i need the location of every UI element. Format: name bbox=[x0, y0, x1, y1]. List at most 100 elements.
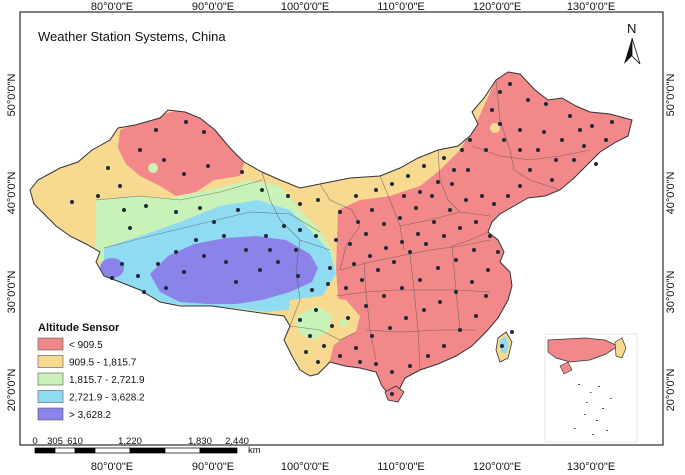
station-dot-icon bbox=[458, 328, 462, 332]
station-dot-icon bbox=[430, 194, 434, 198]
scale-segment bbox=[94, 447, 131, 454]
legend-label: < 909.5 bbox=[69, 340, 103, 351]
legend-label: > 3,628.2 bbox=[69, 410, 111, 421]
china-mainland bbox=[29, 71, 633, 403]
station-dot-icon bbox=[236, 208, 240, 212]
station-dot-icon bbox=[154, 128, 158, 132]
station-dot-icon bbox=[536, 148, 540, 152]
left-lat-label: 50°0'0"N bbox=[6, 74, 18, 117]
station-dot-icon bbox=[128, 226, 132, 230]
station-dot-icon bbox=[450, 182, 454, 186]
station-dot-icon bbox=[314, 308, 318, 312]
highland-spot bbox=[148, 163, 158, 173]
station-dot-icon bbox=[488, 234, 492, 238]
station-dot-icon bbox=[356, 220, 360, 224]
station-dot-icon bbox=[202, 130, 206, 134]
station-dot-icon bbox=[402, 194, 406, 198]
station-dot-icon bbox=[594, 162, 598, 166]
legend-swatch bbox=[37, 407, 64, 421]
station-dot-icon bbox=[314, 234, 318, 238]
legend-swatch bbox=[37, 390, 64, 403]
inset-hainan bbox=[559, 361, 573, 375]
station-dot-icon bbox=[96, 194, 100, 198]
station-dot-icon bbox=[162, 158, 166, 162]
station-dot-icon bbox=[390, 370, 394, 374]
station-dot-icon bbox=[506, 194, 510, 198]
hainan-island bbox=[384, 385, 405, 403]
scale-segment bbox=[34, 447, 56, 454]
station-dot-icon bbox=[118, 184, 122, 188]
station-dot-icon bbox=[480, 194, 484, 198]
station-dot-icon bbox=[338, 210, 342, 214]
station-dot-icon bbox=[458, 226, 462, 230]
station-dot-icon bbox=[518, 184, 522, 188]
station-dot-icon bbox=[550, 178, 554, 182]
station-dot-icon bbox=[442, 156, 446, 160]
station-dot-icon bbox=[364, 232, 368, 236]
top-lon-label: 90°0'0"E bbox=[192, 1, 234, 13]
station-dot-icon bbox=[484, 148, 488, 152]
legend-title: Altitude Sensor bbox=[38, 322, 120, 334]
scale-unit: km bbox=[248, 445, 261, 456]
left-lat-label: 40°0'0"N bbox=[6, 172, 18, 215]
zone-below-909-northwest bbox=[118, 110, 246, 196]
bottom-lon-label: 100°0'0"E bbox=[281, 461, 329, 473]
station-dot-icon bbox=[390, 392, 394, 396]
station-dot-icon bbox=[436, 180, 440, 184]
station-dot-icon bbox=[518, 148, 522, 152]
highland-spot-northeast bbox=[490, 123, 500, 133]
station-dot-icon bbox=[490, 108, 494, 112]
station-dot-icon bbox=[260, 188, 264, 192]
zone-above-3628 bbox=[150, 236, 318, 304]
station-dot-icon bbox=[296, 274, 300, 278]
station-dot-icon bbox=[328, 266, 332, 270]
station-dot-icon bbox=[436, 266, 440, 270]
station-dot-icon bbox=[202, 254, 206, 258]
station-dot-icon bbox=[526, 98, 530, 102]
station-dot-icon bbox=[294, 248, 298, 252]
station-dot-icon bbox=[206, 164, 210, 168]
right-lat-label: 40°0'0"N bbox=[665, 172, 677, 215]
station-dot-icon bbox=[442, 234, 446, 238]
zone-above-3628-west bbox=[100, 258, 124, 278]
scale-tick-label: 610 bbox=[67, 436, 83, 447]
bottom-lon-label: 110°0'0"E bbox=[377, 461, 425, 473]
station-dot-icon bbox=[164, 286, 168, 290]
station-dot-icon bbox=[268, 248, 272, 252]
station-dot-icon bbox=[448, 208, 452, 212]
station-dot-icon bbox=[498, 90, 502, 94]
station-dot-icon bbox=[498, 122, 502, 126]
weather-stations bbox=[70, 82, 614, 396]
station-dot-icon bbox=[560, 138, 564, 142]
legend-swatch bbox=[37, 337, 64, 351]
station-dot-icon bbox=[398, 216, 402, 220]
north-arrow: N bbox=[624, 21, 641, 65]
station-dot-icon bbox=[376, 268, 380, 272]
scale-segment bbox=[74, 447, 96, 454]
station-dot-icon bbox=[484, 294, 488, 298]
station-dot-icon bbox=[122, 208, 126, 212]
station-dot-icon bbox=[578, 128, 582, 132]
station-dot-icon bbox=[322, 344, 326, 348]
station-dot-icon bbox=[472, 248, 476, 252]
legend-swatch bbox=[37, 372, 64, 386]
station-dot-icon bbox=[426, 354, 430, 358]
station-dot-icon bbox=[406, 174, 410, 178]
station-dot-icon bbox=[182, 270, 186, 274]
station-dot-icon bbox=[298, 228, 302, 232]
station-dot-icon bbox=[334, 238, 338, 242]
north-arrow-left-icon bbox=[624, 38, 632, 64]
province-boundaries bbox=[95, 79, 591, 371]
station-dot-icon bbox=[610, 120, 614, 124]
station-dot-icon bbox=[390, 182, 394, 186]
station-dot-icon bbox=[400, 240, 404, 244]
inset-islands bbox=[574, 384, 612, 435]
station-dot-icon bbox=[258, 268, 262, 272]
station-dot-icon bbox=[466, 168, 470, 172]
station-dot-icon bbox=[198, 206, 202, 210]
station-dot-icon bbox=[502, 138, 506, 142]
left-lat-label: 20°0'0"N bbox=[6, 369, 18, 412]
station-dot-icon bbox=[370, 208, 374, 212]
station-dot-icon bbox=[510, 330, 514, 334]
